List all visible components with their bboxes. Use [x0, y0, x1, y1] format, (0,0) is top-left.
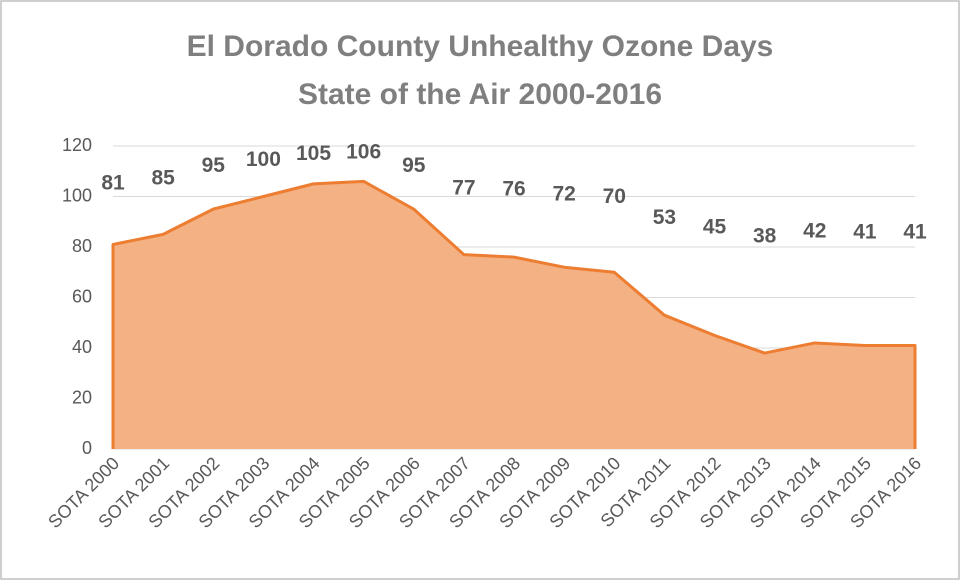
data-label: 38 — [753, 224, 777, 247]
y-tick-label: 20 — [72, 387, 92, 407]
y-tick-label: 60 — [72, 286, 92, 306]
data-label: 53 — [653, 206, 676, 229]
data-label: 41 — [853, 221, 877, 244]
chart-subtitle: State of the Air 2000-2016 — [298, 78, 662, 111]
data-label: 42 — [803, 219, 826, 242]
data-label: 81 — [101, 171, 125, 194]
data-label: 45 — [703, 216, 727, 239]
data-label: 95 — [202, 154, 226, 177]
data-label: 70 — [603, 185, 626, 208]
y-tick-label: 80 — [72, 236, 92, 256]
y-tick-label: 100 — [62, 185, 92, 205]
data-label: 41 — [903, 221, 927, 244]
data-label: 106 — [346, 141, 381, 164]
data-label: 72 — [552, 182, 575, 205]
area-line — [111, 179, 917, 449]
data-label: 100 — [246, 148, 281, 171]
chart-title: El Dorado County Unhealthy Ozone Days — [187, 30, 774, 63]
data-label: 76 — [502, 177, 525, 200]
data-label: 77 — [452, 176, 475, 199]
data-label: 85 — [151, 166, 175, 189]
y-tick-label: 120 — [62, 135, 92, 155]
area — [113, 181, 915, 449]
y-tick-label: 0 — [82, 438, 92, 458]
data-label: 95 — [402, 154, 426, 177]
y-tick-label: 40 — [72, 337, 92, 357]
data-label: 105 — [296, 142, 331, 165]
